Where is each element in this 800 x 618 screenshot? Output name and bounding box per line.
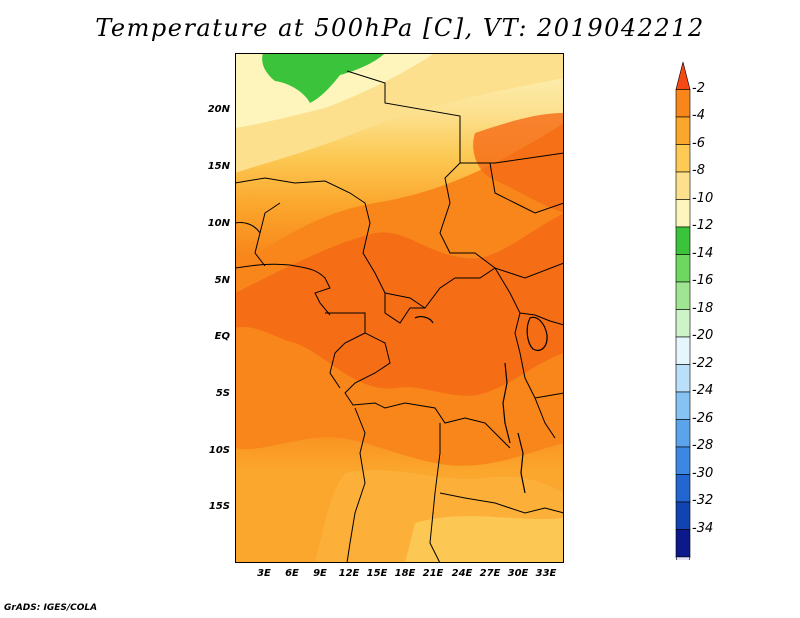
lat-label-5s: 5S [215, 388, 230, 399]
colorbar-top-triangle [675, 61, 691, 90]
colorbar-box [675, 391, 691, 420]
lat-label-20n: 20N [207, 104, 230, 115]
colorbar-label: -2 [692, 80, 705, 96]
colorbar-box [675, 529, 691, 558]
colorbar-bottom-triangle [675, 556, 691, 560]
field-hot-east [473, 113, 564, 213]
lat-label-10n: 10N [207, 218, 230, 229]
field-cool-southeast [405, 516, 564, 563]
lon-label-33e: 33E [535, 568, 557, 579]
colorbar-label: -8 [692, 163, 705, 178]
colorbar-box [675, 199, 691, 228]
colorbar-box [675, 89, 691, 118]
colorbar-label: -28 [692, 438, 714, 453]
colorbar-box [675, 171, 691, 200]
colorbar-label: -14 [692, 245, 714, 261]
lat-label-5n: 5N [214, 275, 230, 286]
colorbar-box [675, 419, 691, 448]
colorbar-label: -18 [692, 300, 714, 316]
colorbar-label: -34 [692, 520, 714, 536]
lon-label-30e: 30E [507, 568, 529, 579]
lon-label-3e: 3E [257, 568, 271, 579]
grads-credit: GrADS: IGES/COLA [4, 603, 98, 613]
lat-label-15s: 15S [208, 501, 230, 512]
lon-label-18e: 18E [394, 568, 416, 579]
colorbar-label: -30 [692, 465, 714, 481]
colorbar-label: -24 [692, 383, 714, 398]
colorbar-label: -26 [692, 410, 714, 426]
lakes [414, 316, 548, 494]
lon-label-21e: 21E [422, 568, 444, 579]
colorbar-label: -10 [692, 190, 714, 206]
lat-label-15n: 15N [207, 161, 230, 172]
colorbar-box [675, 336, 691, 365]
colorbar-box [675, 226, 691, 255]
temperature-map [235, 53, 564, 563]
colorbar-box [675, 144, 691, 173]
lon-label-6e: 6E [285, 568, 299, 579]
field-hot-core [235, 213, 564, 396]
colorbar-label: -6 [692, 135, 705, 151]
colorbar-label: -16 [692, 273, 714, 288]
colorbar-label: -12 [692, 218, 714, 233]
lat-label-10s: 10S [208, 445, 230, 456]
country-borders [235, 70, 564, 563]
colorbar-box [675, 254, 691, 283]
colorbar-label: -32 [692, 493, 714, 508]
lon-label-27e: 27E [479, 568, 501, 579]
map-frame [235, 53, 564, 563]
colorbar-box [675, 116, 691, 145]
colorbar-box [675, 501, 691, 530]
lon-label-24e: 24E [451, 568, 473, 579]
colorbar-box [675, 364, 691, 393]
lon-label-12e: 12E [338, 568, 360, 579]
lat-label-eq: EQ [214, 331, 230, 342]
map-title: Temperature at 500hPa [C], VT: 201904221… [95, 14, 705, 42]
colorbar-label: -4 [692, 108, 705, 123]
colorbar [675, 61, 691, 560]
colorbar-label: -22 [692, 355, 714, 371]
lon-label-15e: 15E [366, 568, 388, 579]
colorbar-box [675, 474, 691, 503]
lon-label-9e: 9E [313, 568, 327, 579]
field-green-patch [262, 53, 385, 103]
colorbar-label: -20 [692, 328, 714, 343]
colorbar-box [675, 446, 691, 475]
colorbar-box [675, 281, 691, 310]
colorbar-box [675, 309, 691, 338]
